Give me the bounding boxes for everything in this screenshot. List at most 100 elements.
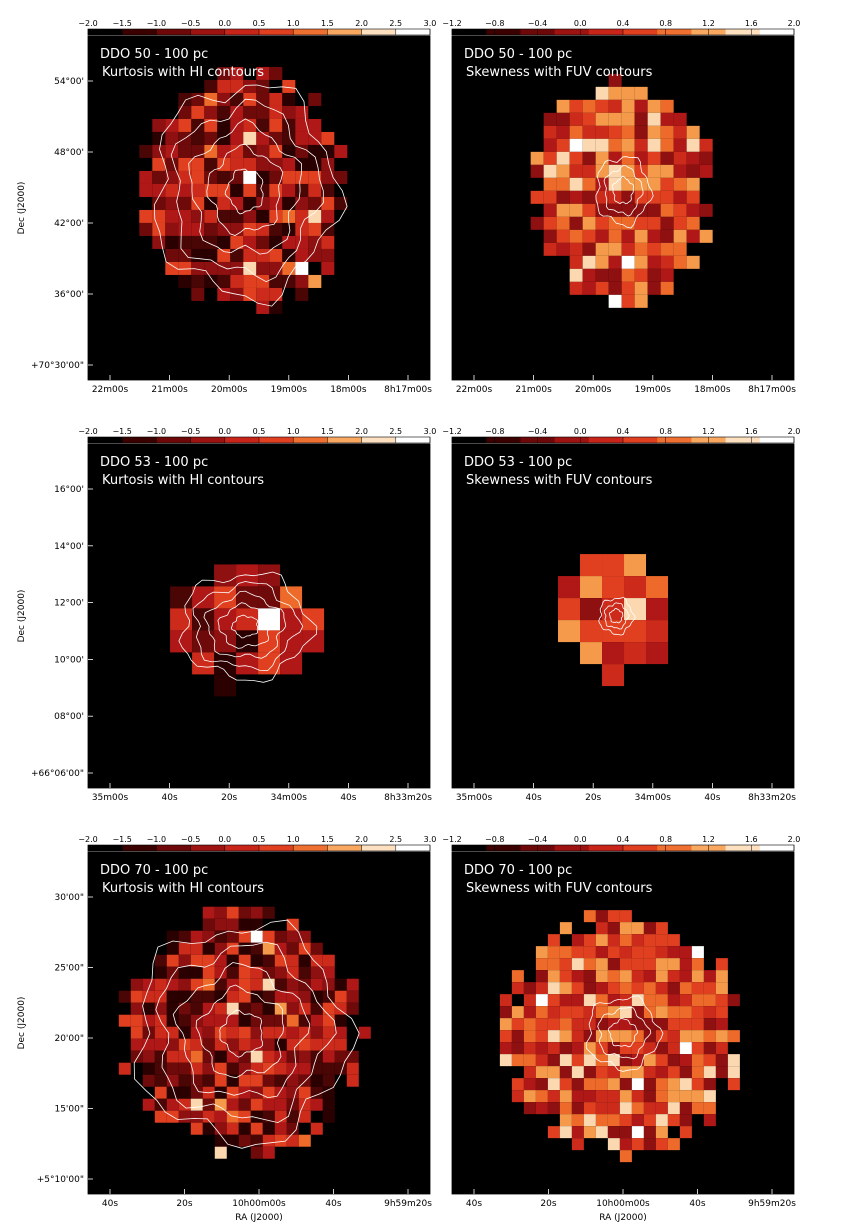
pixel [334, 978, 347, 991]
pixel [608, 73, 622, 87]
colorbar-segment [276, 845, 283, 851]
pixel [556, 177, 570, 191]
pixel [238, 966, 251, 979]
colorbar-segment [361, 845, 368, 851]
pixel [619, 1066, 632, 1079]
colorbar-segment [605, 29, 613, 35]
pixel [607, 1078, 620, 1091]
pixel [226, 1026, 239, 1039]
colorbar-segment [378, 845, 385, 851]
colorbar-tick-label: −0.4 [528, 19, 547, 28]
pixel [569, 151, 583, 165]
colorbar-segment [412, 29, 420, 35]
pixel [262, 1074, 275, 1087]
colorbar-segment [355, 845, 363, 851]
colorbar-segment [480, 845, 487, 851]
pixel [238, 1026, 251, 1039]
pixel [178, 105, 192, 119]
pixel [269, 170, 283, 184]
pixel [166, 1050, 179, 1063]
colorbar-segment [293, 29, 300, 35]
colorbar-segment [737, 437, 744, 443]
contours [178, 571, 318, 683]
colorbar-segment [714, 29, 721, 35]
x-tick-label: 18m00s [694, 385, 731, 395]
pixel [170, 586, 193, 609]
colorbar-tick-label: 0.4 [617, 427, 630, 436]
pixel [634, 99, 648, 113]
pixel [204, 222, 218, 236]
pixel [298, 1026, 311, 1039]
colorbar-tick-label: −2.0 [78, 427, 97, 436]
pixel [165, 183, 179, 197]
pixel [686, 216, 700, 230]
pixel [262, 1050, 275, 1063]
colorbar-segment [543, 437, 550, 443]
pixel [673, 190, 687, 204]
colorbar-skewness: −1.2 −0.8 −0.4 0.0 0.4 0.8 1.2 1.6 2.0 [442, 19, 800, 36]
pixel [282, 170, 296, 184]
pixel [631, 1042, 644, 1055]
pixel [634, 138, 648, 152]
x-tick-label: 40s [340, 793, 356, 803]
pixel [308, 248, 322, 262]
pixel [715, 1018, 728, 1031]
pixel [321, 261, 335, 275]
colorbar-segment [184, 437, 192, 443]
pixel [230, 183, 244, 197]
pixel [511, 1054, 524, 1067]
contour-line [192, 581, 304, 672]
colorbar-tick-label: 1.6 [745, 427, 758, 436]
pixel [679, 982, 692, 995]
pixel [286, 1110, 299, 1123]
pixel [631, 1066, 644, 1079]
pixel [679, 1114, 692, 1127]
colorbar-segment [145, 29, 152, 35]
colorbar-segment [304, 437, 311, 443]
colorbar-segment [373, 437, 380, 443]
colorbar-segment [725, 845, 732, 851]
pixel [511, 1042, 524, 1055]
colorbar-segment [776, 437, 784, 443]
colorbar-segment [270, 845, 277, 851]
colorbar-segment [537, 29, 544, 35]
pixel [621, 177, 635, 191]
pixel [523, 1006, 536, 1019]
pixel [191, 92, 205, 106]
colorbar-segment [219, 29, 226, 35]
pixel [621, 281, 635, 295]
pixel [166, 942, 179, 955]
pixel [191, 261, 205, 275]
pixel [569, 268, 583, 282]
pixel [660, 268, 674, 282]
colorbar-segment [634, 845, 641, 851]
colorbar-tick-label: −1.0 [147, 19, 166, 28]
colorbar-segment [685, 29, 692, 35]
colorbar-segment [571, 437, 578, 443]
colorbar-segment [628, 437, 635, 443]
pixel [274, 966, 287, 979]
pixel [269, 261, 283, 275]
pixel [660, 190, 674, 204]
pixel [202, 1026, 215, 1039]
pixel [679, 1054, 692, 1067]
pixel [282, 248, 296, 262]
contours [133, 919, 360, 1149]
colorbar-segment [754, 29, 761, 35]
pixel [178, 1062, 191, 1075]
pixel [310, 1122, 323, 1135]
pixel [190, 1074, 203, 1087]
pixel [582, 190, 596, 204]
pixel [631, 1006, 644, 1019]
pixel [523, 1078, 536, 1091]
pixel [217, 261, 231, 275]
pixel [152, 170, 166, 184]
contour-line [178, 571, 318, 683]
pixel [499, 1006, 512, 1019]
pixel [631, 1114, 644, 1127]
pixel [673, 151, 687, 165]
pixel [647, 281, 661, 295]
map-frame [87, 35, 431, 381]
pixel [192, 652, 215, 675]
pixel [511, 982, 524, 995]
